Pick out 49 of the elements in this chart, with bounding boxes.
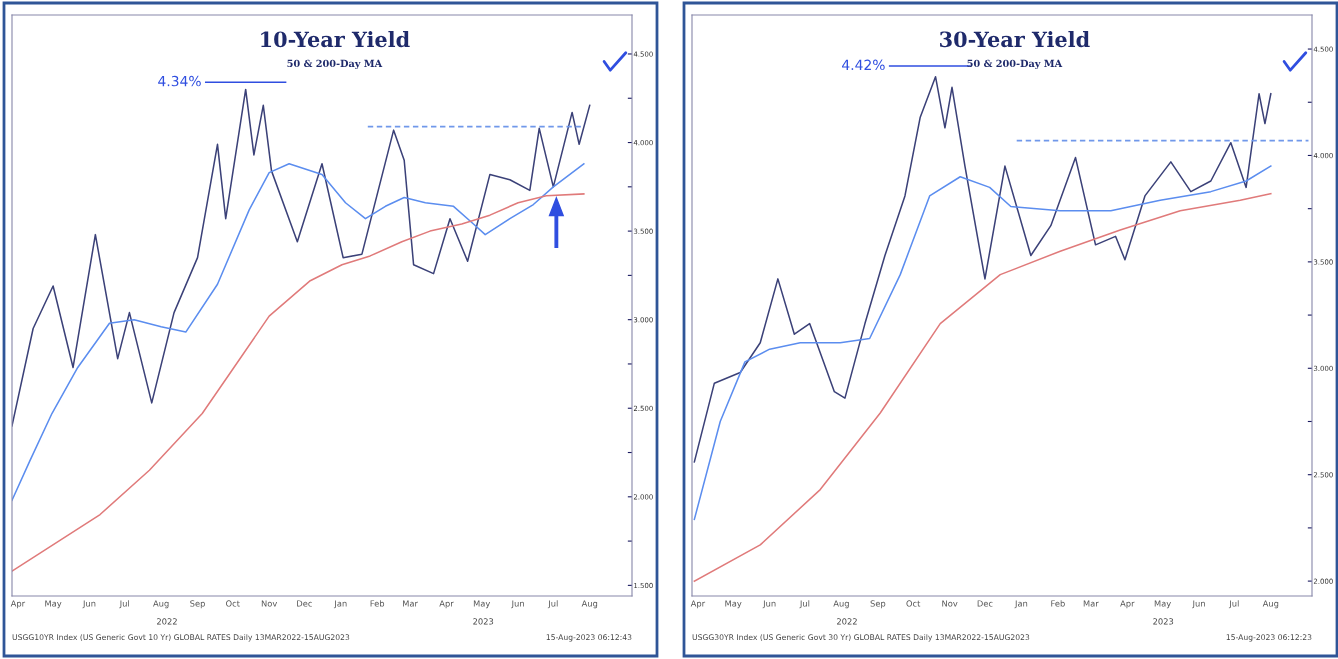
- x-tick-label: Sep: [190, 600, 205, 609]
- x-tick-label: Mar: [1083, 600, 1099, 607]
- annotation: 4.34%: [158, 75, 201, 87]
- text: 10-Year Yield: [261, 31, 410, 48]
- x-tick-label: Feb: [1051, 600, 1065, 607]
- x-tick-label: Jun: [511, 600, 524, 609]
- x-tick-label: Apr: [690, 600, 706, 609]
- line-series: [693, 193, 1272, 582]
- line-series: [693, 165, 1272, 521]
- x-tick-label: Jul: [1228, 600, 1239, 609]
- x-tick-label: Jul: [799, 600, 810, 609]
- text: 2022: [157, 618, 177, 625]
- text: 2022: [837, 618, 857, 625]
- x-tick-label: Apr: [1120, 600, 1135, 609]
- x-tick-label: Jul: [547, 600, 558, 609]
- x-tick-label: Apr: [439, 600, 454, 609]
- x-tick-label: Jun: [762, 600, 776, 609]
- x-tick-label: Nov: [261, 600, 278, 607]
- text: 50 & 200-Day MA: [967, 59, 1063, 70]
- x-tick-label: Aug: [581, 600, 598, 609]
- x-tick-label: May: [725, 600, 742, 609]
- x-tick-label: Sep: [870, 600, 886, 609]
- x-tick-label: Jun: [1192, 600, 1205, 609]
- x-tick-label: Oct: [226, 600, 240, 607]
- x-tick-label: May: [45, 600, 62, 609]
- x-tick-label: Apr: [10, 600, 26, 609]
- x-tick-label: Aug: [1262, 600, 1279, 609]
- x-tick-label: May: [473, 600, 491, 609]
- x-tick-label: Oct: [906, 600, 921, 607]
- x-tick-label: Jul: [119, 600, 129, 609]
- x-tick-label: Mar: [403, 600, 418, 607]
- text: 30-Year Yield: [940, 31, 1090, 48]
- text: 50 & 200-Day MA: [287, 59, 383, 70]
- annotation: 4.42%: [842, 59, 885, 71]
- x-tick-label: Dec: [977, 600, 993, 607]
- x-tick-label: May: [1154, 600, 1171, 609]
- x-tick-label: Nov: [942, 600, 958, 607]
- x-tick-label: Aug: [833, 600, 849, 609]
- x-tick-label: Dec: [297, 600, 312, 607]
- text: 2023: [1153, 618, 1174, 625]
- text: 2023: [473, 618, 494, 625]
- x-tick-label: Aug: [153, 600, 169, 609]
- line-series: [12, 193, 585, 572]
- x-tick-label: Jan: [333, 600, 347, 609]
- x-tick-label: Jun: [82, 600, 96, 609]
- x-tick-label: Jan: [1014, 600, 1028, 609]
- line-series: [693, 75, 1272, 463]
- line-series: [12, 163, 585, 502]
- x-tick-label: Feb: [370, 600, 385, 607]
